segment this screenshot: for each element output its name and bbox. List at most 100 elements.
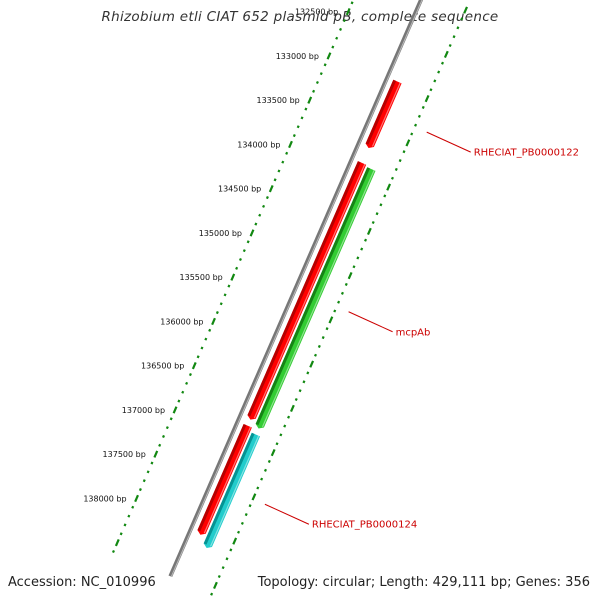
outer-ring-minor-tick [204,337,208,341]
inner-ring-minor-tick [410,132,414,136]
inner-ring-minor-tick [429,88,433,92]
gene-feature-5[interactable] [203,432,261,548]
outer-ring-minor-tick [142,479,146,483]
gene-feature-1[interactable] [365,79,402,148]
inner-ring-minor-tick [260,477,264,481]
map-title: Rhizobium etli CIAT 652 plasmid pB, comp… [101,9,499,25]
gene-features [197,79,402,548]
outer-ring-major-tick [326,52,332,60]
inner-ring-minor-tick [256,486,260,490]
inner-ring-minor-tick [394,167,398,171]
backbone-highlight [170,0,423,577]
outer-ring-minor-tick [312,89,316,93]
outer-ring-minor-tick [223,293,227,297]
inner-ring-minor-tick [314,353,317,357]
outer-ring-minor-tick [188,372,192,377]
gene-label[interactable]: RHECIAT_PB0000124 [312,520,417,531]
outer-ring-minor-tick [331,45,335,49]
inner-ring-minor-tick [287,415,291,419]
inner-ring-minor-tick [417,114,421,118]
gene-bar-shade [365,79,397,145]
tick-label: 134000 bp [237,140,280,149]
outer-ring-minor-tick [127,514,131,518]
outer-ring-major-tick [288,140,293,149]
outer-ring-minor-tick [185,381,189,385]
tick-label: 135500 bp [180,273,223,282]
inner-ring-minor-tick [352,265,356,269]
inner-ring-minor-tick [333,309,337,313]
inner-ring-minor-tick [237,530,241,534]
inner-ring-minor-tick [298,389,302,393]
outer-ring-minor-tick [215,311,219,315]
inner-ring-major-tick [463,6,468,14]
accession-text: Accession: NC_010996 [8,575,156,590]
inner-ring-minor-tick [306,371,310,375]
outer-ring-minor-tick [196,355,200,359]
outer-ring-major-tick [345,8,351,16]
outer-ring-minor-tick [200,346,204,350]
outer-ring-minor-tick [181,390,185,394]
tick-label: 135000 bp [199,229,242,238]
inner-ring-minor-tick [460,17,464,21]
outer-ring-major-tick [230,273,236,281]
outer-ring-minor-tick [177,399,181,403]
outer-ring-major-tick [211,317,216,326]
inner-ring-minor-tick [244,513,248,517]
inner-ring-minor-tick [317,344,321,348]
gene-bar-highlight [253,163,366,419]
tick-label: 136000 bp [160,317,203,326]
inner-ring-minor-tick [240,521,244,525]
outer-ring-major-tick [307,96,313,104]
outer-ring-major-tick [249,229,255,237]
inner-ring-minor-tick [344,282,348,286]
inner-ring-major-tick [347,271,353,280]
inner-ring-minor-tick [217,574,221,579]
gene-bar [255,167,376,429]
tick-label: 137500 bp [103,450,146,459]
gene-bar [203,432,261,548]
inner-ring-minor-tick [414,123,418,127]
inner-ring-major-tick [251,493,257,501]
gene-callout-2[interactable]: mcpAb [348,311,431,339]
inner-ring-minor-tick [263,468,267,472]
inner-ring-minor-tick [364,238,368,242]
outer-ring-minor-tick [158,443,162,447]
gene-callout-1[interactable]: RHECIAT_PB0000122 [426,131,579,159]
outer-ring-minor-tick [319,72,323,76]
inner-ring-minor-tick [383,194,387,198]
gene-bar [247,161,367,420]
gene-feature-4[interactable] [197,423,252,535]
inner-ring-minor-tick [398,159,402,163]
inner-ring-major-tick [328,316,334,324]
backbone-ring [168,0,424,578]
outer-ring-major-tick [268,185,274,193]
tick-label: 133500 bp [256,96,299,105]
inner-ring-minor-tick [225,557,229,561]
outer-ring-minor-tick [300,116,304,120]
gene-bar-shade [247,161,361,417]
gene-bar [365,79,402,148]
inner-ring-minor-tick [433,79,437,83]
outer-ring-major-tick [191,362,197,370]
outer-ring-minor-tick [254,222,258,226]
inner-ring-minor-tick [337,300,341,304]
inner-ring-minor-tick [279,433,283,437]
gene-label[interactable]: RHECIAT_PB0000122 [474,148,579,159]
outer-ring-minor-tick [111,549,115,554]
inner-ring-minor-tick [340,291,344,295]
outer-ring-minor-tick [242,249,246,253]
outer-ring-minor-tick [315,80,319,85]
outer-ring-minor-tick [165,426,169,430]
gene-feature-2[interactable] [247,161,367,420]
tick-ring-left: 132500 bp 133000 bp 133500 bp 134000 bp 1345… [83,1,354,554]
gene-label[interactable]: mcpAb [396,327,431,338]
outer-ring-minor-tick [162,434,165,439]
gene-feature-3[interactable] [255,167,376,429]
inner-ring-minor-tick [356,256,360,260]
outer-ring-minor-tick [119,532,123,536]
outer-ring-minor-tick [238,257,242,262]
outer-ring-minor-tick [265,195,269,200]
inner-ring-major-tick [309,360,315,368]
gene-callout-3[interactable]: RHECIAT_PB0000124 [264,503,417,531]
